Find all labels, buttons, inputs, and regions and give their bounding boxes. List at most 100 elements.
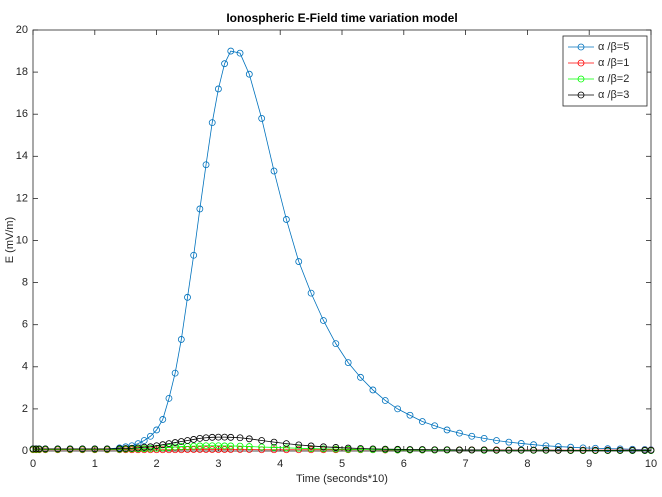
marker — [165, 394, 173, 402]
legend-marker — [577, 59, 585, 67]
marker — [140, 437, 148, 444]
marker — [153, 426, 161, 434]
x-tick-label: 5 — [339, 458, 345, 470]
marker — [517, 446, 525, 454]
marker — [493, 446, 500, 454]
marker — [66, 445, 74, 453]
marker — [54, 445, 62, 453]
x-tick-label: 10 — [645, 458, 657, 470]
marker — [236, 442, 244, 450]
marker — [270, 438, 278, 446]
marker — [591, 446, 599, 454]
marker — [394, 445, 402, 453]
legend-marker — [577, 43, 585, 51]
marker — [456, 446, 463, 454]
marker — [245, 443, 253, 450]
marker — [307, 442, 315, 450]
marker — [357, 373, 364, 381]
y-tick-label: 20 — [16, 24, 28, 36]
y-tick-label: 12 — [16, 192, 28, 204]
marker — [480, 446, 488, 454]
marker — [320, 317, 327, 324]
marker — [221, 60, 228, 68]
marker — [554, 443, 562, 450]
marker — [159, 416, 167, 423]
marker — [381, 445, 389, 453]
marker — [91, 445, 99, 453]
y-tick-label: 16 — [16, 108, 28, 120]
x-tick-label: 9 — [586, 458, 592, 470]
marker — [480, 434, 488, 442]
marker — [369, 445, 377, 453]
marker — [282, 440, 290, 448]
x-axis-label: Time (seconds*10) — [296, 473, 388, 485]
marker — [394, 405, 402, 413]
marker — [295, 258, 303, 265]
marker — [542, 446, 550, 454]
legend-label: α /β=5 — [598, 41, 629, 53]
x-tick-label: 2 — [154, 458, 160, 470]
y-axis-label: E (mV/m) — [4, 217, 16, 263]
marker — [443, 426, 451, 434]
y-tick-label: 2 — [22, 403, 28, 415]
marker — [184, 293, 191, 301]
marker — [208, 119, 216, 127]
marker — [647, 446, 655, 454]
legend-label: α /β=1 — [598, 57, 629, 69]
y-tick-label: 6 — [22, 319, 28, 331]
marker — [320, 443, 327, 451]
marker — [344, 359, 352, 366]
marker — [258, 437, 266, 444]
marker — [320, 445, 327, 453]
marker — [505, 438, 513, 446]
marker — [418, 446, 426, 453]
marker — [554, 446, 562, 454]
marker — [517, 440, 525, 447]
marker — [270, 446, 278, 454]
marker — [282, 216, 290, 223]
marker — [214, 85, 222, 93]
series-line — [33, 436, 651, 451]
marker — [41, 445, 49, 453]
x-tick-label: 7 — [463, 458, 469, 470]
marker — [406, 446, 414, 453]
marker — [406, 411, 414, 419]
marker — [258, 115, 266, 122]
x-tick-label: 3 — [215, 458, 221, 470]
marker — [245, 435, 253, 443]
x-tick-label: 6 — [401, 458, 407, 470]
legend-marker — [577, 91, 585, 99]
marker — [629, 446, 636, 454]
y-tick-label: 18 — [16, 66, 28, 78]
marker — [567, 446, 575, 454]
y-tick-label: 0 — [22, 445, 28, 457]
marker — [227, 47, 235, 55]
marker — [190, 251, 198, 259]
marker — [505, 446, 513, 454]
marker — [468, 446, 476, 454]
marker — [431, 446, 439, 454]
marker — [456, 429, 463, 437]
x-tick-label: 0 — [30, 458, 36, 470]
y-tick-label: 4 — [22, 361, 28, 373]
marker — [202, 161, 210, 169]
marker — [79, 445, 86, 453]
y-tick-label: 14 — [16, 150, 28, 162]
marker — [227, 433, 235, 441]
chart-title: Ionospheric E-Field time variation model — [226, 11, 457, 25]
legend-label: α /β=2 — [598, 73, 629, 85]
marker — [32, 445, 40, 453]
y-tick-label: 8 — [22, 277, 28, 289]
y-tick-label: 10 — [16, 234, 28, 246]
marker — [103, 445, 111, 453]
marker — [443, 446, 451, 454]
marker — [542, 442, 550, 450]
series-line — [33, 50, 652, 451]
marker — [591, 444, 599, 452]
marker — [147, 432, 154, 440]
marker — [282, 444, 290, 452]
marker — [344, 444, 352, 452]
legend-box — [562, 35, 648, 107]
marker — [357, 445, 364, 452]
